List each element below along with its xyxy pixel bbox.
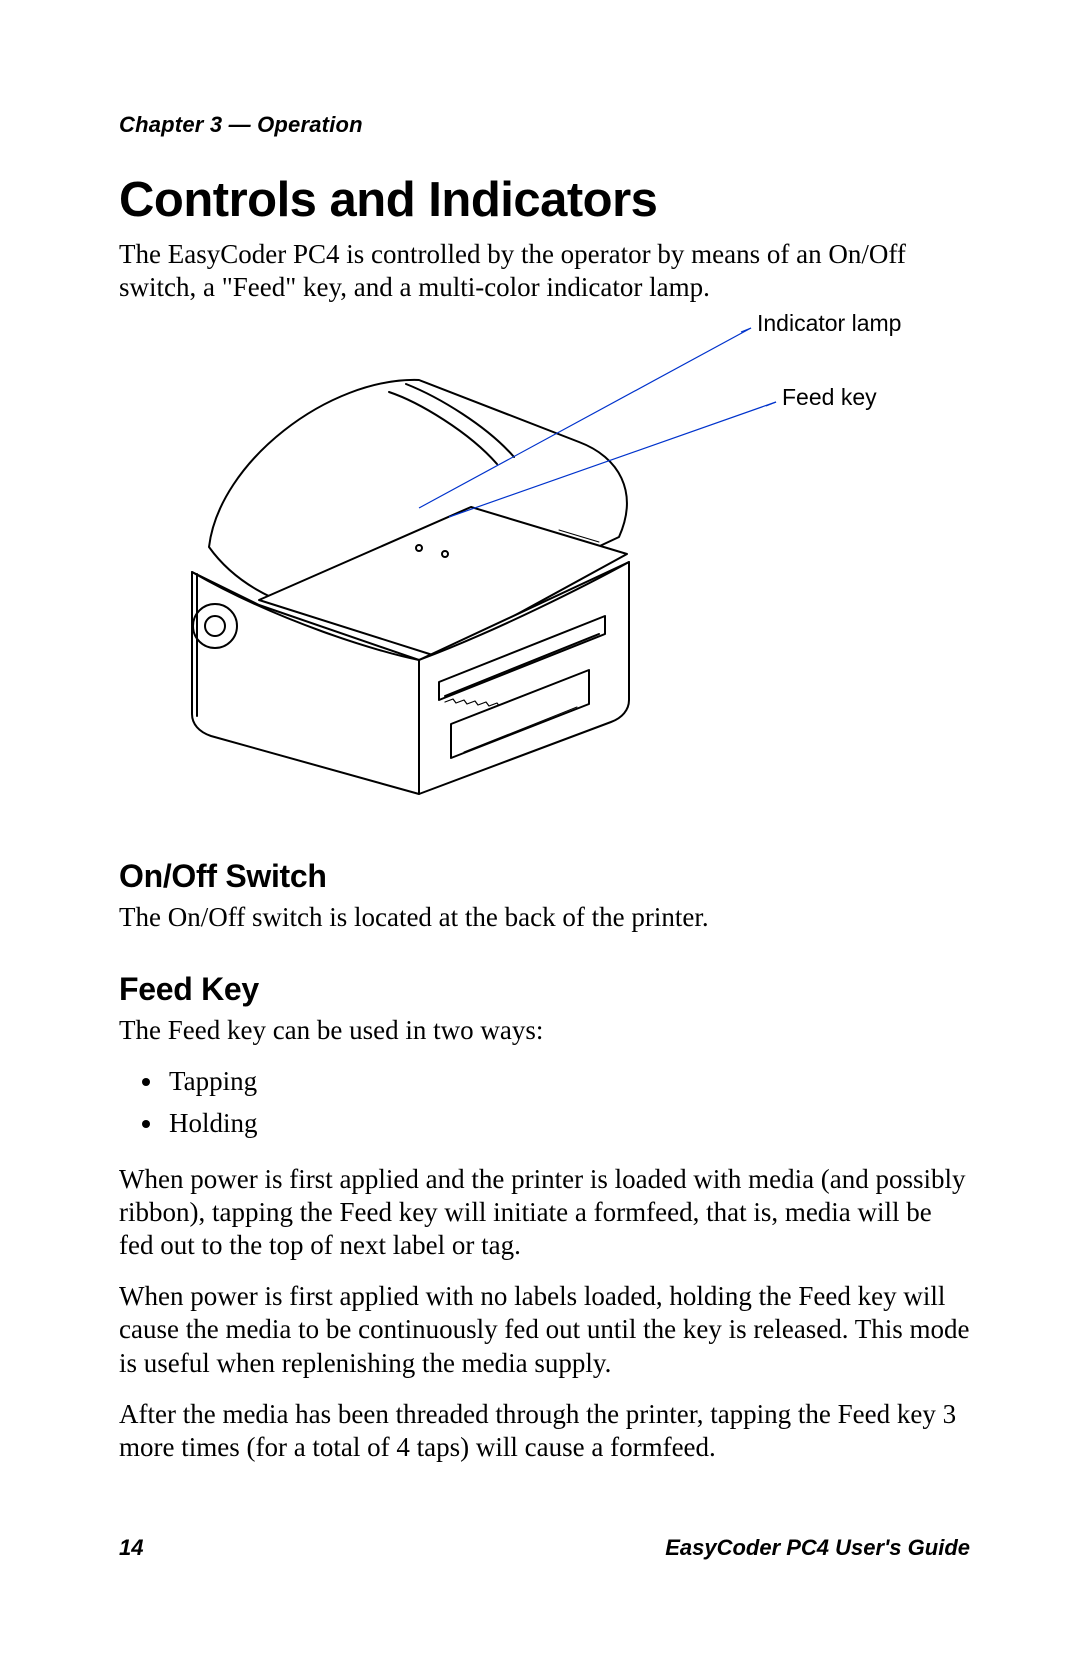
- feed-para2: When power is first applied with no labe…: [119, 1280, 970, 1380]
- onoff-body: The On/Off switch is located at the back…: [119, 901, 970, 934]
- page-number: 14: [119, 1535, 143, 1561]
- intro-paragraph: The EasyCoder PC4 is controlled by the o…: [119, 238, 970, 304]
- footer-title: EasyCoder PC4 User's Guide: [665, 1535, 970, 1561]
- feed-bullet-item: Holding: [165, 1103, 970, 1145]
- chapter-header: Chapter 3 — Operation: [119, 112, 970, 138]
- figure-callout-label: Indicator lamp: [757, 310, 901, 337]
- page: Chapter 3 — Operation Controls and Indic…: [0, 0, 1080, 1669]
- feed-para1: When power is first applied and the prin…: [119, 1163, 970, 1263]
- feed-para3: After the media has been threaded throug…: [119, 1398, 970, 1464]
- feed-bullets: TappingHolding: [119, 1061, 970, 1145]
- feed-intro: The Feed key can be used in two ways:: [119, 1014, 970, 1047]
- page-title: Controls and Indicators: [119, 172, 970, 228]
- heading-onoff: On/Off Switch: [119, 858, 970, 895]
- printer-figure: Indicator lampFeed key: [119, 322, 969, 822]
- page-footer: 14 EasyCoder PC4 User's Guide: [119, 1535, 970, 1561]
- feed-bullet-item: Tapping: [165, 1061, 970, 1103]
- heading-feed: Feed Key: [119, 971, 970, 1008]
- figure-callout-label: Feed key: [782, 384, 877, 411]
